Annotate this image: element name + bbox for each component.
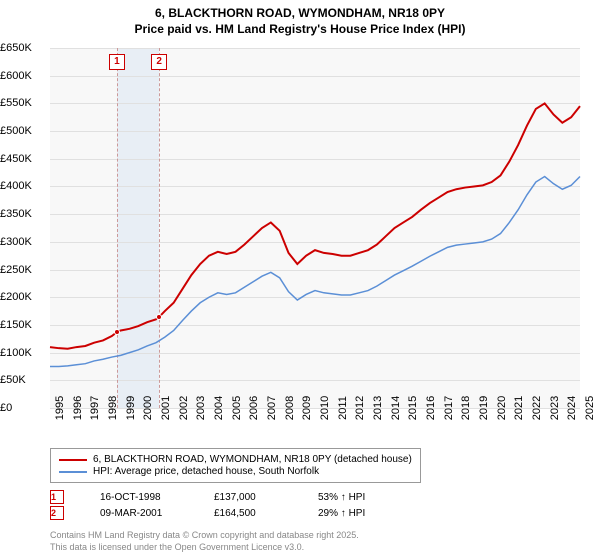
y-axis-label: £200K xyxy=(0,291,46,303)
sales-hpi: 53% ↑ HPI xyxy=(318,492,418,503)
sales-row: 1 16-OCT-1998 £137,000 53% ↑ HPI xyxy=(50,490,580,504)
series-line xyxy=(50,103,580,348)
x-axis-label: 2025 xyxy=(584,396,600,420)
y-axis-label: £250K xyxy=(0,264,46,276)
legend-label: 6, BLACKTHORN ROAD, WYMONDHAM, NR18 0PY … xyxy=(93,454,412,465)
footer-attribution: Contains HM Land Registry data © Crown c… xyxy=(50,530,359,553)
chart-plot-area: 1995199619971998199920002001200220032004… xyxy=(50,48,580,408)
legend-label: HPI: Average price, detached house, Sout… xyxy=(93,466,319,477)
y-axis-label: £450K xyxy=(0,153,46,165)
legend-item: HPI: Average price, detached house, Sout… xyxy=(59,466,412,477)
marker-point xyxy=(114,329,120,335)
chart-legend: 6, BLACKTHORN ROAD, WYMONDHAM, NR18 0PY … xyxy=(50,448,580,483)
footer-line1: Contains HM Land Registry data © Crown c… xyxy=(50,530,359,542)
sales-marker: 2 xyxy=(50,506,64,520)
footer-line2: This data is licensed under the Open Gov… xyxy=(50,542,359,554)
sales-row: 2 09-MAR-2001 £164,500 29% ↑ HPI xyxy=(50,506,580,520)
y-axis-label: £550K xyxy=(0,97,46,109)
y-axis-label: £600K xyxy=(0,70,46,82)
y-axis-label: £650K xyxy=(0,42,46,54)
legend-item: 6, BLACKTHORN ROAD, WYMONDHAM, NR18 0PY … xyxy=(59,454,412,465)
y-axis-label: £150K xyxy=(0,319,46,331)
sales-date: 09-MAR-2001 xyxy=(100,508,210,519)
sales-marker: 1 xyxy=(50,490,64,504)
y-axis-label: £300K xyxy=(0,236,46,248)
sales-price: £164,500 xyxy=(214,508,314,519)
sales-date: 16-OCT-1998 xyxy=(100,492,210,503)
y-axis-label: £0 xyxy=(0,402,46,414)
sales-price: £137,000 xyxy=(214,492,314,503)
y-axis-label: £50K xyxy=(0,374,46,386)
sales-hpi: 29% ↑ HPI xyxy=(318,508,418,519)
y-axis-label: £100K xyxy=(0,347,46,359)
y-axis-label: £400K xyxy=(0,180,46,192)
legend-swatch xyxy=(59,471,87,473)
legend-swatch xyxy=(59,459,87,461)
marker-point xyxy=(156,314,162,320)
y-axis-label: £350K xyxy=(0,208,46,220)
chart-title-line1: 6, BLACKTHORN ROAD, WYMONDHAM, NR18 0PY xyxy=(0,0,600,20)
sales-table: 1 16-OCT-1998 £137,000 53% ↑ HPI 2 09-MAR-200… xyxy=(50,490,580,522)
y-axis-label: £500K xyxy=(0,125,46,137)
chart-title-line2: Price paid vs. HM Land Registry's House … xyxy=(0,20,600,36)
series-line xyxy=(50,176,580,366)
